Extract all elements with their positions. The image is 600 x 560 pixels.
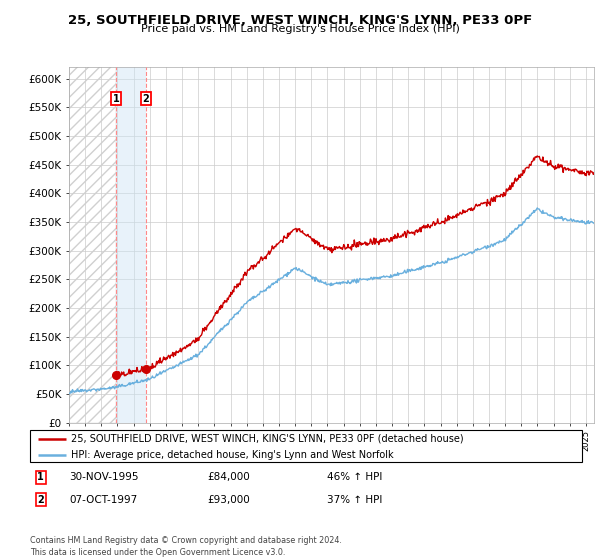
Text: HPI: Average price, detached house, King's Lynn and West Norfolk: HPI: Average price, detached house, King… [71, 450, 394, 460]
Text: 30-NOV-1995: 30-NOV-1995 [69, 472, 139, 482]
Text: 07-OCT-1997: 07-OCT-1997 [69, 494, 137, 505]
Text: Price paid vs. HM Land Registry's House Price Index (HPI): Price paid vs. HM Land Registry's House … [140, 24, 460, 34]
Text: 46% ↑ HPI: 46% ↑ HPI [327, 472, 382, 482]
Text: 1: 1 [113, 94, 119, 104]
Text: £84,000: £84,000 [207, 472, 250, 482]
Text: 25, SOUTHFIELD DRIVE, WEST WINCH, KING'S LYNN, PE33 0PF (detached house): 25, SOUTHFIELD DRIVE, WEST WINCH, KING'S… [71, 433, 464, 444]
Text: 2: 2 [37, 494, 44, 505]
Text: 25, SOUTHFIELD DRIVE, WEST WINCH, KING'S LYNN, PE33 0PF: 25, SOUTHFIELD DRIVE, WEST WINCH, KING'S… [68, 14, 532, 27]
Text: 2: 2 [143, 94, 149, 104]
Text: £93,000: £93,000 [207, 494, 250, 505]
Text: Contains HM Land Registry data © Crown copyright and database right 2024.
This d: Contains HM Land Registry data © Crown c… [30, 536, 342, 557]
Text: 37% ↑ HPI: 37% ↑ HPI [327, 494, 382, 505]
Text: 1: 1 [37, 472, 44, 482]
